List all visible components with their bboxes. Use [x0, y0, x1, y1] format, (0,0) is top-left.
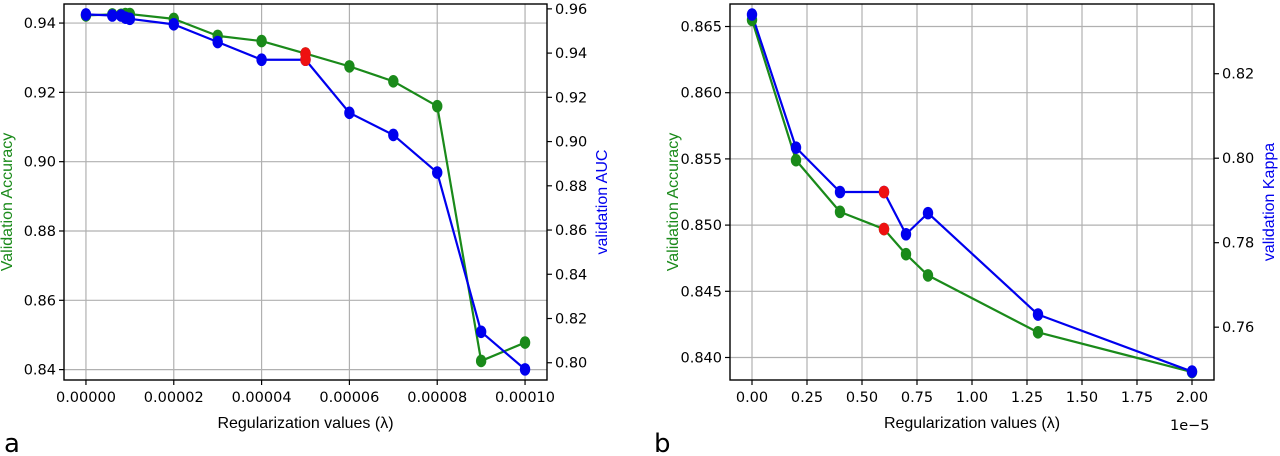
panel-b-left-y-tick-label: 0.840 [680, 350, 722, 366]
panel-a-right-series-line [85, 13, 526, 371]
panel-b-right-data-point [922, 206, 934, 220]
panel-a-x-tick-label: 0.00010 [495, 390, 555, 406]
panel-a-left-data-point [475, 354, 487, 368]
panel-a-right-y-tick-label: 0.90 [555, 135, 587, 151]
panel-a-left-data-point [519, 336, 531, 349]
panel-b-left-data-point [900, 247, 912, 261]
panel-a-series [85, 12, 526, 371]
panel-a-letter: a [4, 429, 20, 456]
panel-a-right-data-point [168, 18, 179, 31]
panel-b-x-tick-label: 2.00 [1176, 390, 1208, 406]
panel-a-right-data-point [212, 35, 223, 49]
panel-a-right-y-tick-label: 0.84 [555, 267, 587, 283]
panel-b-points [746, 8, 1198, 379]
panel-b-right-data-point [790, 141, 802, 154]
panel-a-right-data-point [80, 8, 92, 21]
panel-a-x-tick-label: 0.00004 [232, 390, 292, 406]
panel-b-x-axis-label: Regularization values (λ) [884, 415, 1060, 432]
panel-b-right-y-tick-label: 0.80 [1222, 151, 1254, 167]
panel-a-left-data-point [432, 99, 443, 113]
panel-b-left-data-point [922, 269, 934, 282]
panel-a-ticks: 0.00000 0.00002 0.00004 0.00006 0.00008 0.000… [24, 2, 588, 406]
panel-a-right-data-point [344, 106, 355, 120]
panel-b-x-tick-label: 0.50 [846, 390, 878, 406]
panel-b-x-tick-label: 1.75 [1121, 390, 1153, 406]
panel-a-x-tick-label: 0.00008 [407, 390, 467, 406]
panel-a-x-tick-label: 0.00002 [144, 390, 204, 406]
panel-b-right-data-point [746, 8, 758, 21]
panel-b-highlight-point [878, 222, 890, 236]
panel-a-frame [63, 3, 548, 381]
panel-b: 0.00 0.25 0.50 0.75 1.00 1.25 1.50 1.75 2.00 0.84… [654, 3, 1278, 456]
panel-a-right-data-point [107, 9, 118, 22]
panel-a-left-y-tick-label: 0.84 [24, 363, 56, 379]
panel-b-left-series-line [750, 19, 1193, 374]
panel-a-right-y-tick-label: 0.80 [555, 356, 587, 372]
panel-b-left-y-tick-label: 0.845 [680, 284, 722, 300]
panel-b-right-series-line [750, 14, 1193, 373]
panel-a-right-y-axis-label: validation AUC [594, 150, 611, 255]
panel-a-left-y-tick-label: 0.88 [24, 224, 56, 240]
panel-b-left-data-point [834, 205, 846, 219]
panel-a-points [80, 7, 531, 376]
panel-a-right-y-tick-label: 0.88 [555, 179, 587, 195]
panel-b-series [750, 14, 1193, 374]
panel-a-right-data-point [124, 12, 136, 26]
panel-b-left-y-tick-label: 0.855 [680, 152, 722, 168]
panel-a-left-y-axis-label: Validation Accuracy [0, 133, 16, 271]
panel-b-right-data-point [1032, 308, 1044, 321]
panel-a-highlight-point [300, 53, 311, 67]
panel-a-x-tick-label: 0.00000 [56, 390, 116, 406]
panel-a-left-data-point [388, 74, 399, 88]
panel-a-right-data-point [388, 128, 399, 142]
panel-a: 0.00000 0.00002 0.00004 0.00006 0.00008 0.000… [0, 2, 611, 456]
panel-a-grid [64, 4, 547, 380]
panel-b-x-tick-label: 1.50 [1066, 390, 1098, 406]
panel-b-left-y-tick-label: 0.850 [680, 218, 722, 234]
panel-a-left-y-tick-label: 0.90 [24, 155, 56, 171]
panel-b-right-y-tick-label: 0.82 [1222, 67, 1254, 83]
panel-a-right-data-point [256, 53, 267, 67]
panel-b-right-data-point [1186, 365, 1198, 378]
panel-b-right-y-axis-label: validation Kappa [1261, 143, 1278, 261]
panel-b-x-tick-label: 0.00 [736, 390, 768, 406]
panel-a-left-y-tick-label: 0.94 [24, 16, 56, 32]
panel-b-x-tick-label: 0.25 [791, 390, 823, 406]
panel-b-x-offset-label: 1e−5 [1170, 418, 1210, 434]
panel-a-left-y-tick-label: 0.92 [24, 85, 56, 101]
panel-a-right-data-point [432, 166, 443, 179]
panel-a-right-y-tick-label: 0.96 [555, 2, 587, 18]
panel-b-left-y-tick-label: 0.860 [680, 86, 722, 102]
panel-b-left-data-point [790, 153, 802, 167]
panel-b-left-y-axis-label: Validation Accuracy [665, 133, 682, 271]
panel-b-right-y-tick-label: 0.78 [1222, 236, 1254, 252]
panel-b-x-tick-label: 1.00 [956, 390, 988, 406]
panel-a-right-data-point [519, 363, 531, 376]
panel-a-x-tick-label: 0.00006 [319, 390, 379, 406]
panel-b-x-tick-label: 1.25 [1011, 390, 1043, 406]
panel-a-right-y-tick-label: 0.94 [555, 46, 587, 62]
panel-a-right-y-tick-label: 0.86 [555, 223, 587, 239]
panel-a-x-axis-label: Regularization values (λ) [217, 415, 393, 432]
panel-b-right-data-point [834, 185, 846, 199]
panel-b-letter: b [654, 429, 671, 456]
panel-a-left-data-point [256, 34, 267, 48]
panel-b-left-data-point [1032, 326, 1044, 339]
panel-a-right-data-point [475, 325, 487, 339]
panel-b-ticks: 0.00 0.25 0.50 0.75 1.00 1.25 1.50 1.75 2.00 0.84… [680, 20, 1254, 406]
panel-a-left-data-point [344, 60, 355, 73]
panel-b-x-tick-label: 0.75 [901, 390, 933, 406]
panel-a-right-y-tick-label: 0.92 [555, 90, 587, 106]
panel-a-right-y-tick-label: 0.82 [555, 312, 587, 328]
panel-b-right-data-point [900, 227, 912, 241]
panel-b-right-y-tick-label: 0.76 [1222, 320, 1254, 336]
panel-b-highlight-point [878, 185, 890, 199]
panel-a-left-series-line [85, 12, 526, 363]
panel-b-grid [730, 4, 1214, 380]
panel-b-left-y-tick-label: 0.865 [680, 20, 722, 36]
panel-a-left-y-tick-label: 0.86 [24, 293, 56, 309]
